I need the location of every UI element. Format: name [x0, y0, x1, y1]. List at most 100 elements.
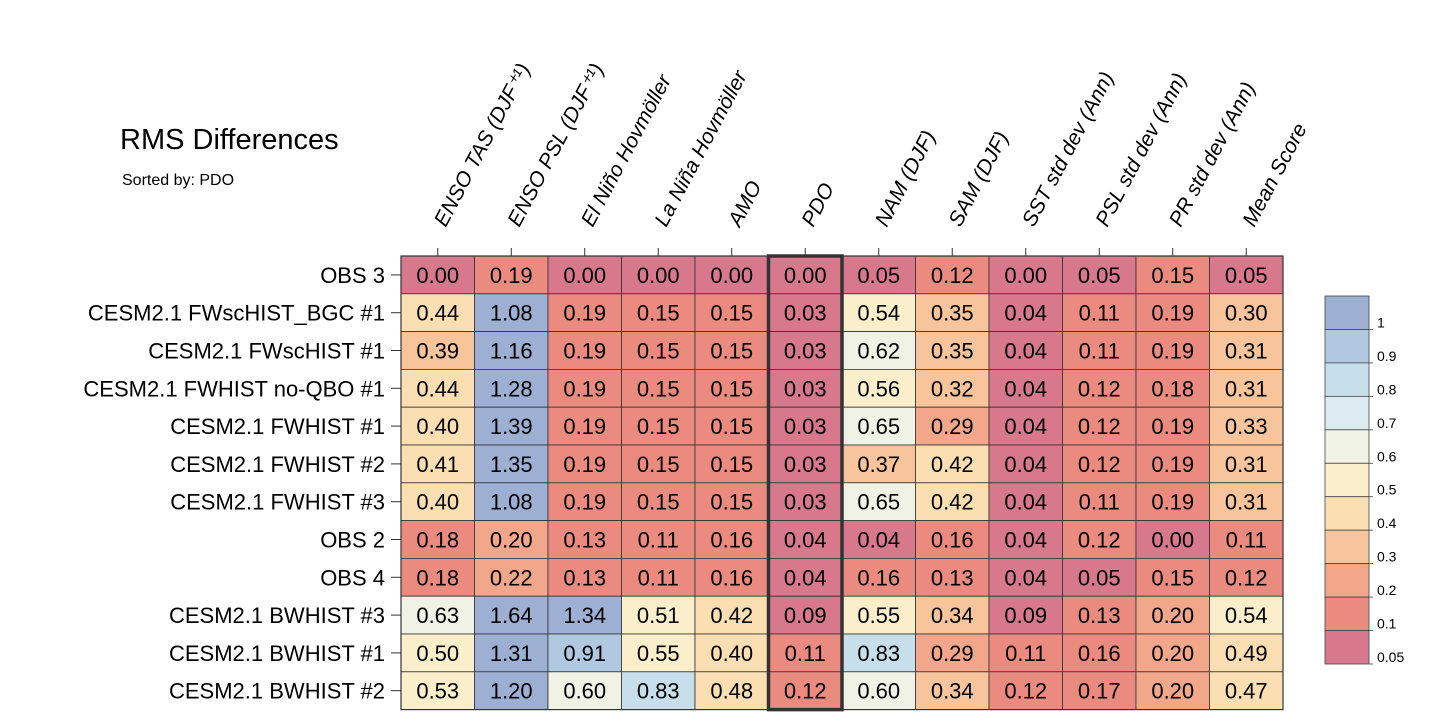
column-label: PDO — [797, 179, 839, 230]
cell-value-label: 0.03 — [784, 490, 827, 515]
colorbar-swatch — [1324, 295, 1370, 330]
cell-value-label: 0.13 — [563, 565, 606, 590]
cell-value-label: 0.12 — [1078, 414, 1121, 439]
cell-value-label: 0.04 — [1004, 376, 1047, 401]
cell-value-label: 0.31 — [1225, 339, 1268, 364]
colorbar-label: 0.2 — [1377, 582, 1397, 598]
heatmap-cell — [400, 558, 475, 597]
cell-value-label: 0.60 — [857, 679, 900, 704]
cell-value-label: 1.08 — [490, 490, 533, 515]
heatmap-cell — [694, 331, 769, 370]
heatmap-cell — [621, 331, 696, 370]
cell-value-label: 0.18 — [416, 528, 459, 553]
cell-value-label: 0.09 — [784, 603, 827, 628]
cell-value-label: 0.31 — [1225, 376, 1268, 401]
heatmap-cell — [768, 595, 843, 635]
cell-value-label: 1.20 — [490, 679, 533, 704]
row-label: CESM2.1 FWHIST #2 — [170, 452, 385, 477]
colorbar-label: 0.1 — [1377, 616, 1397, 632]
colorbar-swatch — [1324, 596, 1370, 631]
heatmap-cell — [768, 633, 843, 673]
colorbar-label: 0.3 — [1377, 549, 1397, 565]
cell-value-label: 0.11 — [1005, 641, 1046, 666]
cell-value-label: 0.20 — [1151, 641, 1194, 666]
heatmap-cell — [915, 331, 990, 370]
heatmap-cell — [547, 293, 622, 332]
cell-value-label: 0.04 — [784, 528, 827, 553]
colorbar-label: 1 — [1377, 314, 1385, 330]
heatmap-cell — [400, 595, 475, 635]
cell-value-label: 0.03 — [784, 376, 827, 401]
column-label: AMO — [723, 177, 767, 232]
cell-value-label: 0.55 — [637, 641, 680, 666]
cell-value-label: 0.60 — [563, 679, 606, 704]
cell-value-label: 0.44 — [416, 376, 459, 401]
cell-value-label: 0.15 — [710, 414, 753, 439]
cell-value-label: 0.53 — [416, 679, 459, 704]
cell-value-label: 0.37 — [857, 452, 900, 477]
cell-value-label: 0.15 — [637, 414, 680, 439]
heatmap-cell — [694, 558, 769, 597]
heatmap-cell — [1209, 558, 1284, 597]
heatmap-cell — [547, 633, 622, 673]
heatmap-cell — [1135, 633, 1210, 673]
colorbar-swatch — [1324, 329, 1370, 364]
heatmap-cell — [768, 293, 843, 332]
heatmap-cell — [621, 671, 696, 710]
column-label: NAM (DJF) — [871, 127, 941, 230]
colorbar-swatch — [1324, 462, 1370, 498]
cell-value-label: 0.19 — [563, 452, 606, 477]
heatmap-cell — [915, 558, 990, 597]
heatmap-cell — [915, 482, 990, 521]
cell-value-label: 0.00 — [1151, 528, 1194, 553]
cell-value-label: 0.12 — [1078, 376, 1121, 401]
heatmap-cell — [1209, 633, 1284, 673]
colorbar-swatch — [1324, 362, 1370, 397]
heatmap-cell — [1135, 255, 1210, 295]
cell-value-label: 0.11 — [1079, 339, 1120, 364]
heatmap-cell — [621, 633, 696, 673]
cell-value-label: 0.16 — [710, 565, 753, 590]
heatmap-cell — [621, 406, 696, 446]
heatmap-cell — [1062, 558, 1137, 597]
heatmap-cell — [1135, 558, 1210, 597]
heatmap-cell — [547, 406, 622, 446]
cell-value-label: 0.16 — [857, 565, 900, 590]
heatmap-cell — [400, 633, 475, 673]
cell-value-label: 0.19 — [563, 490, 606, 515]
cell-value-label: 0.20 — [1151, 603, 1194, 628]
cell-value-label: 0.04 — [1004, 565, 1047, 590]
cell-value-label: 0.16 — [1078, 641, 1121, 666]
colorbar: 1 0.9 0.8 0.7 0.6 0.5 0.4 0.3 0.2 0.1 0.05 — [1324, 295, 1404, 665]
cell-value-label: 0.34 — [931, 679, 974, 704]
heatmap-cell — [1209, 444, 1284, 484]
cell-value-label: 0.18 — [1151, 376, 1194, 401]
cell-value-label: 0.19 — [563, 414, 606, 439]
row-label: CESM2.1 BWHIST #1 — [169, 641, 385, 666]
colorbar-label: 0.5 — [1377, 482, 1397, 498]
cell-value-label: 0.04 — [1004, 414, 1047, 439]
cell-value-label: 1.28 — [490, 376, 533, 401]
cell-value-label: 0.33 — [1225, 414, 1268, 439]
cell-value-label: 0.54 — [1225, 603, 1268, 628]
row-labels: OBS 3 CESM2.1 FWscHIST_BGC #1 CESM2.1 FWsc… — [83, 263, 401, 704]
cell-value-label: 0.49 — [1225, 641, 1268, 666]
heatmap-cell — [1209, 482, 1284, 521]
cell-value-label: 0.40 — [416, 490, 459, 515]
heatmap-cells: 0.00 0.19 0.00 0.00 0.00 0.00 0.05 0.12 0.00 0.05… — [400, 254, 1284, 712]
heatmap-cell — [1209, 293, 1284, 332]
heatmap-cell — [400, 255, 475, 295]
cell-value-label: 0.11 — [1079, 301, 1120, 326]
heatmap-cell — [400, 444, 475, 484]
heatmap-cell — [1062, 482, 1137, 521]
heatmap-cell — [915, 444, 990, 484]
heatmap-cell — [988, 633, 1063, 673]
cell-value-label: 0.42 — [931, 452, 974, 477]
heatmap-cell — [694, 595, 769, 635]
heatmap-cell — [1209, 671, 1284, 710]
row-label: CESM2.1 FWscHIST #1 — [148, 339, 385, 364]
heatmap-cell — [474, 482, 549, 521]
heatmap-cell — [915, 520, 990, 559]
heatmap-cell — [841, 255, 916, 295]
cell-value-label: 0.17 — [1078, 679, 1121, 704]
